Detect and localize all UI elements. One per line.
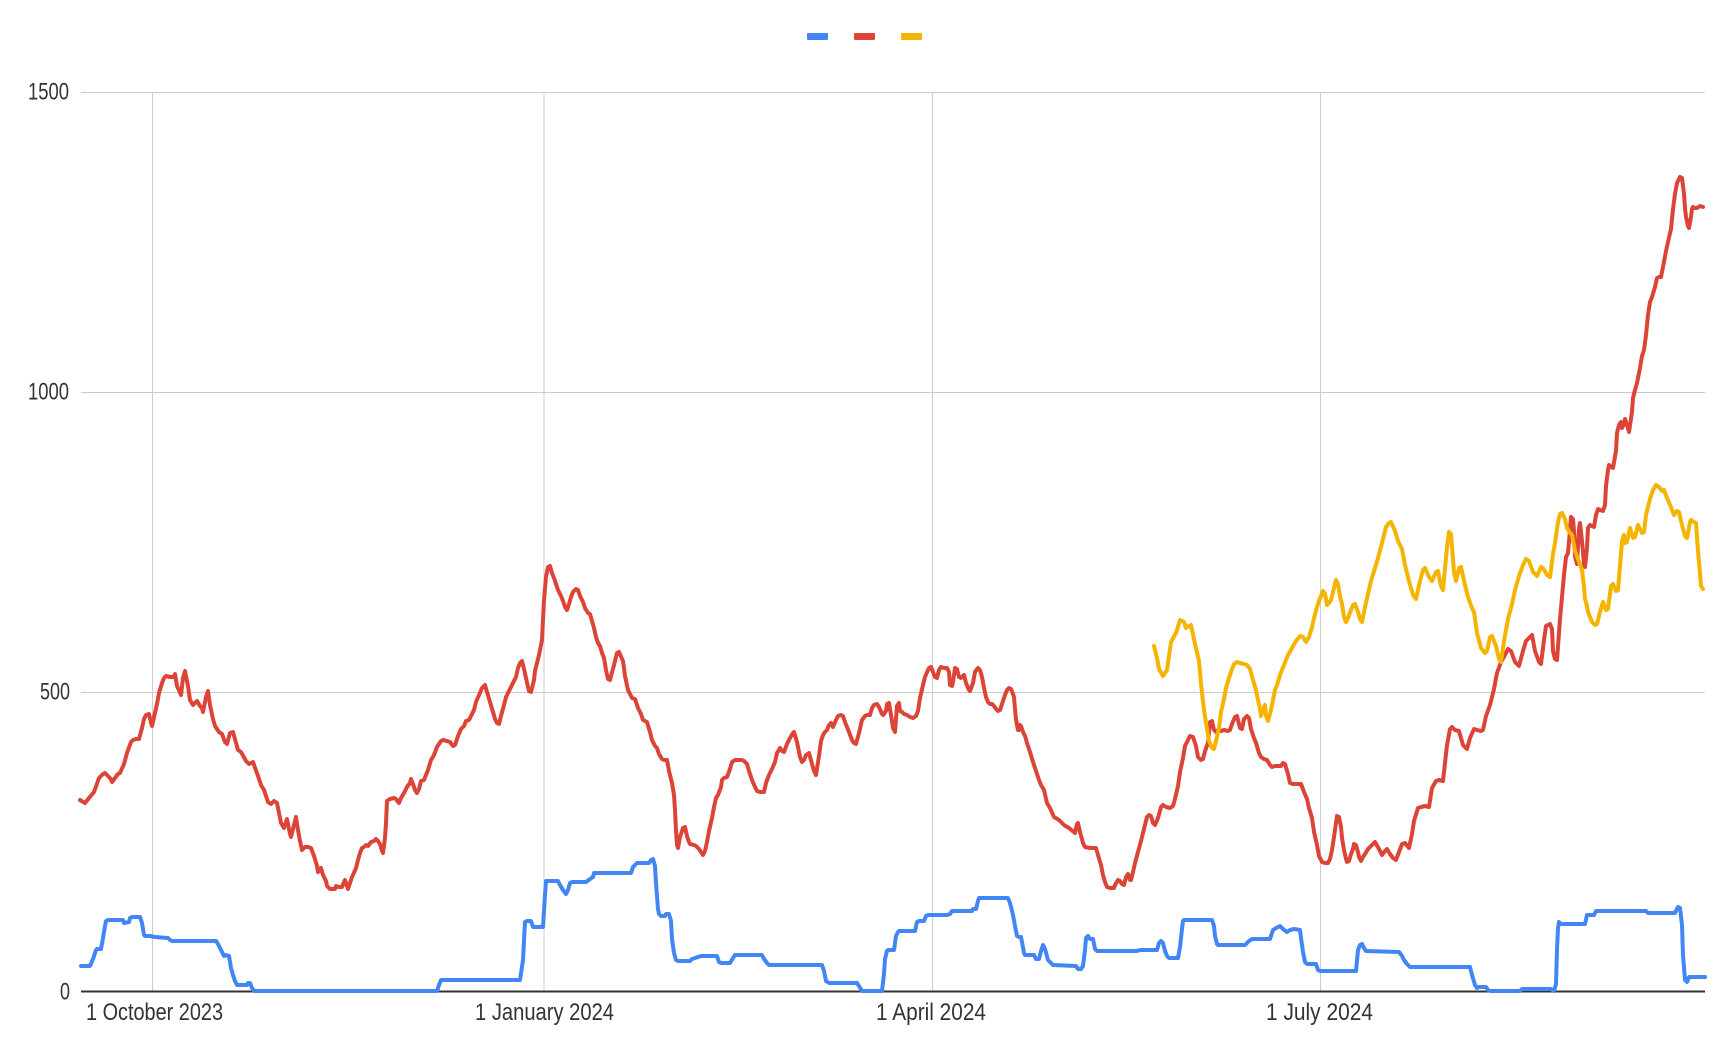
svg-text:0: 0 (60, 979, 70, 1006)
svg-text:1000: 1000 (28, 379, 69, 406)
svg-text:1 July 2024: 1 July 2024 (1266, 999, 1373, 1026)
svg-text:1500: 1500 (28, 79, 69, 106)
svg-text:500: 500 (40, 679, 70, 706)
svg-text:1 October 2023: 1 October 2023 (86, 999, 223, 1026)
svg-text:1 January 2024: 1 January 2024 (475, 999, 614, 1026)
svg-text:1 April 2024: 1 April 2024 (876, 999, 986, 1026)
